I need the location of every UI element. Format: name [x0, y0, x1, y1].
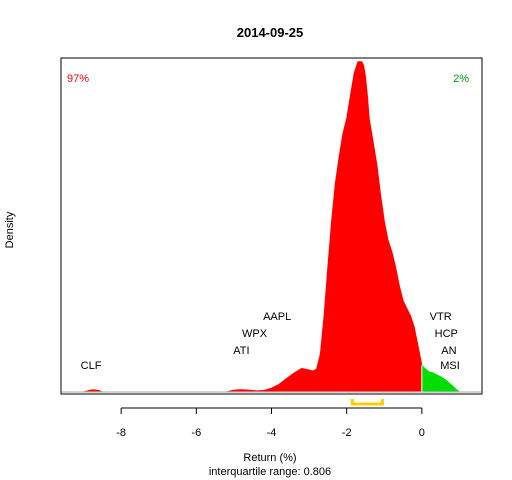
density-area-negative	[83, 61, 423, 393]
ticker-label: AN	[441, 345, 456, 357]
ticker-label: CLF	[81, 360, 102, 372]
x-tick-label: 0	[419, 427, 425, 439]
iqr-bracket	[350, 399, 384, 406]
below-zero-percent: 97%	[67, 73, 89, 85]
x-axis-label: Return (%)	[243, 452, 296, 464]
iqr-label: interquartile range: 0.806	[209, 466, 331, 478]
plot-frame	[60, 57, 483, 395]
ticker-label: ATI	[233, 345, 249, 357]
x-tick-label: -8	[116, 427, 126, 439]
y-axis-label: Density	[4, 211, 16, 248]
x-axis-ticks: -8 -6 -4 -2 0	[116, 408, 425, 439]
density-area	[83, 61, 461, 393]
ticker-label: VTR	[430, 311, 452, 323]
chart-title: 2014-09-25	[237, 25, 304, 40]
x-tick-label: -4	[267, 427, 277, 439]
x-tick-label: -6	[191, 427, 201, 439]
x-tick-label: -2	[342, 427, 352, 439]
ticker-label: WPX	[242, 328, 268, 340]
density-area-positive	[421, 364, 461, 393]
ticker-annotations: CLF ATI WPX AAPL VTR HCP AN MSI	[81, 311, 460, 372]
ticker-label: MSI	[440, 360, 460, 372]
ticker-label: HCP	[435, 328, 458, 340]
above-zero-percent: 2%	[453, 73, 469, 85]
ticker-label: AAPL	[263, 311, 291, 323]
